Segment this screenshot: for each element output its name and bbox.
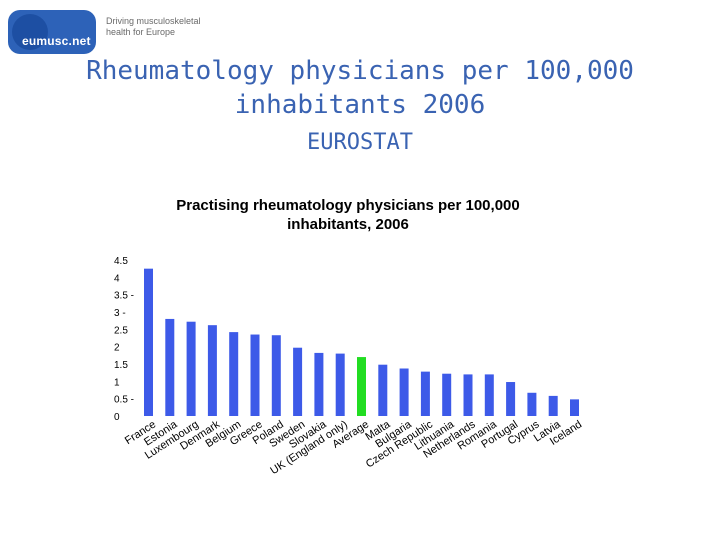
eumusc-logo[interactable]: eumusc.net Driving musculoskeletal healt… (8, 8, 201, 54)
y-tick-label: 2.5 (114, 325, 128, 336)
bar (314, 352, 324, 416)
y-axis-ticks: 0 0.5 - 1 1.5 2 2.5 3 - 3.5 - 4 4.5 (114, 256, 134, 423)
y-tick-label: 4.5 (114, 256, 128, 267)
bar (484, 374, 494, 416)
logo-tagline: Driving musculoskeletal health for Europ… (106, 16, 201, 38)
slide-title-line1: Rheumatology physicians per 100,000 (86, 56, 634, 86)
logo-name: eumusc.net (22, 34, 91, 48)
y-tick-label: 4 (114, 273, 120, 284)
bar (186, 321, 196, 416)
chart-title-line1: Practising rheumatology physicians per 1… (176, 197, 519, 214)
bar (442, 373, 452, 416)
x-axis-labels: FranceEstoniaLuxembourgDenmarkBelgiumGre… (123, 418, 584, 477)
bar (420, 371, 430, 416)
bar (250, 334, 260, 416)
bar (548, 395, 558, 416)
slide-title: Rheumatology physicians per 100,000 inha… (60, 54, 660, 122)
bar (271, 335, 281, 416)
bar (527, 392, 537, 416)
logo-tagline-line1: Driving musculoskeletal (106, 16, 201, 26)
bar (293, 347, 303, 416)
y-tick-label: 1.5 (114, 360, 128, 371)
logo-tagline-line2: health for Europe (106, 27, 176, 37)
bars (144, 268, 579, 416)
bar (506, 382, 516, 416)
y-tick-label: 3.5 - (114, 291, 134, 302)
y-tick-label: 0 (114, 412, 120, 423)
chart-title-line2: inhabitants, 2006 (287, 216, 409, 233)
y-tick-label: 3 - (114, 308, 126, 319)
bar (570, 399, 579, 416)
logo-badge: eumusc.net (8, 10, 96, 54)
bar (357, 357, 366, 416)
bar (229, 332, 239, 416)
bar (144, 268, 153, 416)
bar (207, 325, 217, 416)
slide-title-line2: inhabitants 2006 (234, 90, 486, 120)
bar (335, 353, 345, 416)
bar (399, 368, 409, 416)
slide-subtitle: EUROSTAT (307, 130, 413, 155)
y-tick-label: 2 (114, 343, 120, 354)
y-tick-label: 0.5 - (114, 395, 134, 406)
bar (378, 364, 388, 416)
star-circle-icon (12, 14, 48, 50)
bar (165, 318, 175, 416)
y-tick-label: 1 (114, 377, 120, 388)
bar (463, 374, 473, 416)
